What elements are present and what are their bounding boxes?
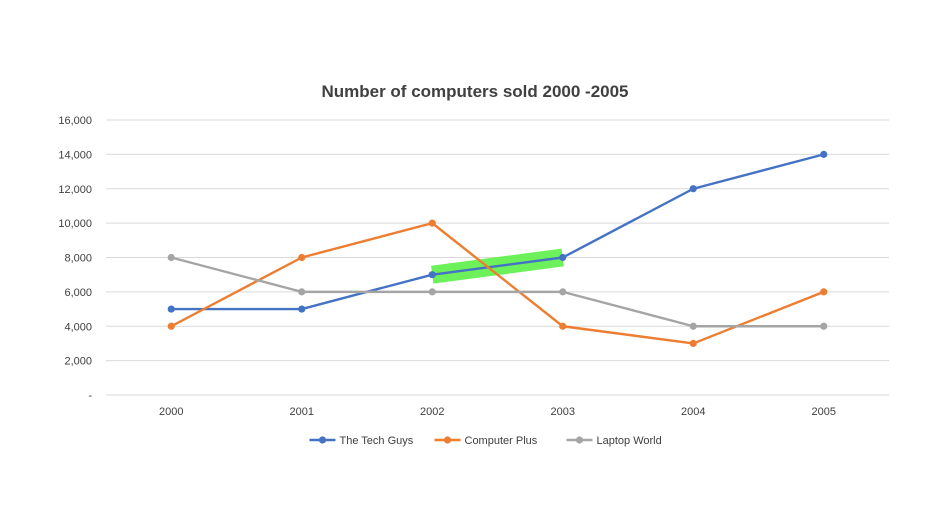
series-line [170,221,825,345]
data-point [428,288,436,296]
series-computer-plus [167,219,828,348]
y-tick-label: 2,000 [64,356,92,368]
data-point [298,253,306,262]
series-line [171,153,825,311]
x-tick-label: 2002 [420,406,444,418]
data-point [689,339,697,348]
data-point [559,322,567,330]
data-point [689,322,697,330]
x-tick-label: 2003 [551,406,575,418]
x-tick-label: 2001 [290,406,314,418]
y-tick-label: 4,000 [64,321,92,333]
legend-item: The Tech Guys [309,435,414,447]
x-tick-label: 2005 [812,406,836,418]
y-tick-label: 8,000 [64,253,92,265]
data-point [428,271,436,279]
data-point [820,150,828,158]
y-tick-label: 16,000 [58,115,92,127]
y-axis-ticks: - 2,000 4,000 6,000 8,000 10,000 12,000 14,000 1… [58,115,92,402]
y-tick-label: 6,000 [64,287,92,299]
data-point [689,185,697,193]
chart-title: Number of computers sold 2000 -2005 [321,82,628,101]
y-tick-label: 14,000 [58,149,92,161]
data-point [820,288,828,296]
data-point [559,253,567,262]
legend-label: Computer Plus [465,435,538,447]
series-the-tech-guys [167,150,828,313]
data-point [167,253,175,262]
legend-item: Computer Plus [434,435,538,447]
data-point [428,219,436,227]
data-point [298,288,306,296]
x-axis-ticks: 2000 2001 2002 2003 2004 2005 [159,406,836,418]
y-tick-label: - [88,390,92,402]
data-point [167,305,175,313]
series-line [170,256,824,328]
legend-swatch-marker [575,436,584,444]
legend-swatch-marker [443,436,452,444]
series-lines [167,150,828,348]
y-tick-label: 10,000 [58,218,92,230]
data-point [298,305,306,313]
legend: The Tech Guys Computer Plus Laptop World [309,435,662,447]
y-tick-label: 12,000 [58,184,92,196]
legend-label: Laptop World [597,435,662,447]
legend-item: Laptop World [566,435,662,447]
legend-label: The Tech Guys [340,435,414,447]
x-tick-label: 2004 [681,406,705,418]
data-point [820,322,828,330]
data-point [167,322,175,330]
series-laptop-world [167,253,828,330]
x-tick-label: 2000 [159,406,183,418]
data-point [559,288,567,296]
legend-swatch-marker [318,436,327,444]
